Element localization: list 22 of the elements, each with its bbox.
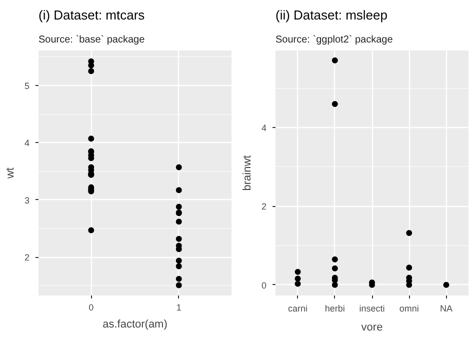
y-tick-label: 2 bbox=[24, 252, 30, 263]
x-tick-label: insecti bbox=[359, 304, 385, 314]
y-axis-title: brainwt bbox=[241, 155, 254, 191]
y-tick-label: 3 bbox=[24, 195, 30, 206]
y-axis-title: wt bbox=[4, 168, 16, 180]
y-tick-label: 5 bbox=[24, 80, 30, 91]
y-tick-label: 4 bbox=[24, 138, 30, 148]
x-tick-label: 1 bbox=[176, 302, 182, 312]
x-tick-label: 0 bbox=[88, 302, 94, 312]
x-tick-label: omni bbox=[399, 304, 419, 314]
x-tick-label: carni bbox=[288, 304, 308, 314]
x-tick-label: NA bbox=[440, 304, 452, 314]
y-tick-label: 2 bbox=[261, 202, 267, 212]
chart-title: (ii) Dataset: msleep bbox=[276, 8, 388, 22]
x-axis-title: vore bbox=[361, 322, 383, 334]
x-tick-label: herbi bbox=[324, 304, 345, 314]
y-tick-label: 4 bbox=[261, 123, 267, 134]
y-tick-label: 0 bbox=[261, 280, 267, 290]
chart-title: (i) Dataset: mtcars bbox=[38, 8, 146, 22]
x-axis-title: as.factor(am) bbox=[102, 318, 168, 330]
chart-subtitle: Source: `base` package bbox=[38, 34, 146, 46]
chart-subtitle: Source: `ggplot2` package bbox=[276, 34, 394, 46]
